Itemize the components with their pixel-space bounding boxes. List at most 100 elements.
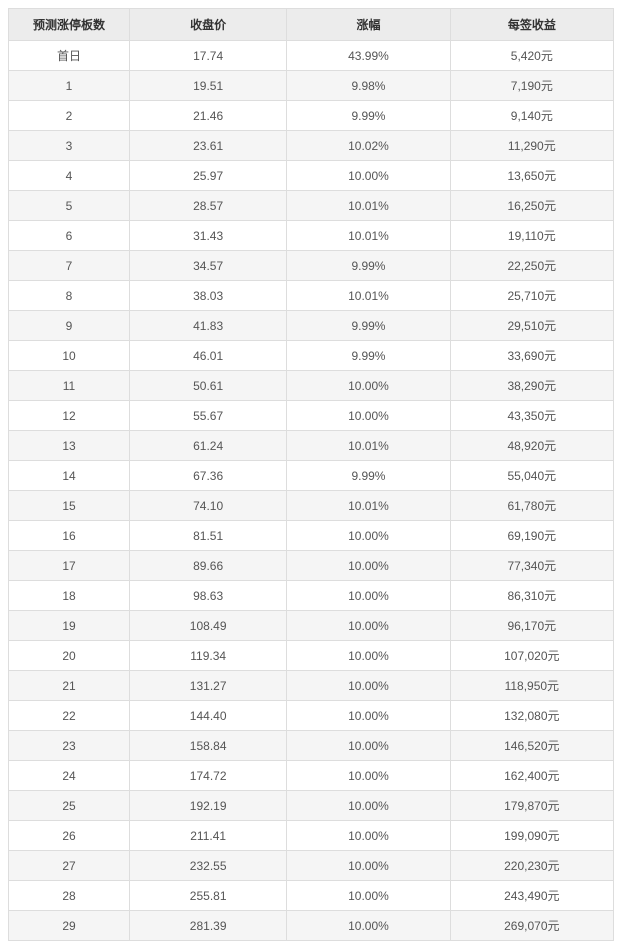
table-cell: 9.99% (287, 461, 450, 491)
table-cell: 6 (9, 221, 130, 251)
table-cell: 55.67 (130, 401, 287, 431)
table-cell: 17.74 (130, 41, 287, 71)
table-cell: 232.55 (130, 851, 287, 881)
table-row: 1681.5110.00%69,190元 (9, 521, 614, 551)
table-cell: 211.41 (130, 821, 287, 851)
table-row: 19108.4910.00%96,170元 (9, 611, 614, 641)
table-cell: 89.66 (130, 551, 287, 581)
table-cell: 21.46 (130, 101, 287, 131)
table-cell: 98.63 (130, 581, 287, 611)
table-row: 22144.4010.00%132,080元 (9, 701, 614, 731)
table-cell: 20 (9, 641, 130, 671)
table-cell: 10.00% (287, 371, 450, 401)
table-cell: 13 (9, 431, 130, 461)
table-cell: 269,070元 (450, 911, 613, 941)
table-cell: 61,780元 (450, 491, 613, 521)
table-cell: 16 (9, 521, 130, 551)
table-cell: 9 (9, 311, 130, 341)
table-cell: 1 (9, 71, 130, 101)
table-cell: 158.84 (130, 731, 287, 761)
table-row: 119.519.98%7,190元 (9, 71, 614, 101)
table-cell: 33,690元 (450, 341, 613, 371)
table-cell: 144.40 (130, 701, 287, 731)
table-cell: 220,230元 (450, 851, 613, 881)
table-cell: 48,920元 (450, 431, 613, 461)
table-row: 1255.6710.00%43,350元 (9, 401, 614, 431)
table-row: 1046.019.99%33,690元 (9, 341, 614, 371)
table-row: 734.579.99%22,250元 (9, 251, 614, 281)
table-cell: 10.00% (287, 641, 450, 671)
table-cell: 10.00% (287, 551, 450, 581)
table-row: 1574.1010.01%61,780元 (9, 491, 614, 521)
table-cell: 9,140元 (450, 101, 613, 131)
table-cell: 10.00% (287, 881, 450, 911)
table-cell: 131.27 (130, 671, 287, 701)
table-cell: 22 (9, 701, 130, 731)
table-cell: 77,340元 (450, 551, 613, 581)
table-cell: 9.99% (287, 251, 450, 281)
table-row: 21131.2710.00%118,950元 (9, 671, 614, 701)
table-row: 323.6110.02%11,290元 (9, 131, 614, 161)
table-cell: 96,170元 (450, 611, 613, 641)
table-cell: 11,290元 (450, 131, 613, 161)
table-cell: 67.36 (130, 461, 287, 491)
table-row: 631.4310.01%19,110元 (9, 221, 614, 251)
table-cell: 10 (9, 341, 130, 371)
table-cell: 25.97 (130, 161, 287, 191)
table-cell: 25 (9, 791, 130, 821)
table-cell: 19,110元 (450, 221, 613, 251)
table-cell: 24 (9, 761, 130, 791)
table-row: 27232.5510.00%220,230元 (9, 851, 614, 881)
table-row: 221.469.99%9,140元 (9, 101, 614, 131)
table-cell: 31.43 (130, 221, 287, 251)
table-cell: 179,870元 (450, 791, 613, 821)
table-cell: 10.00% (287, 521, 450, 551)
table-row: 25192.1910.00%179,870元 (9, 791, 614, 821)
table-cell: 28.57 (130, 191, 287, 221)
table-cell: 10.00% (287, 611, 450, 641)
table-cell: 69,190元 (450, 521, 613, 551)
table-cell: 81.51 (130, 521, 287, 551)
table-cell: 29 (9, 911, 130, 941)
table-row: 1150.6110.00%38,290元 (9, 371, 614, 401)
table-cell: 74.10 (130, 491, 287, 521)
table-row: 528.5710.01%16,250元 (9, 191, 614, 221)
table-cell: 281.39 (130, 911, 287, 941)
table-cell: 38.03 (130, 281, 287, 311)
table-row: 1789.6610.00%77,340元 (9, 551, 614, 581)
table-cell: 61.24 (130, 431, 287, 461)
col-header-boards: 预测涨停板数 (9, 9, 130, 41)
table-cell: 108.49 (130, 611, 287, 641)
table-cell: 23 (9, 731, 130, 761)
table-row: 838.0310.01%25,710元 (9, 281, 614, 311)
table-row: 425.9710.00%13,650元 (9, 161, 614, 191)
table-cell: 19.51 (130, 71, 287, 101)
table-cell: 132,080元 (450, 701, 613, 731)
table-cell: 9.99% (287, 341, 450, 371)
table-cell: 16,250元 (450, 191, 613, 221)
table-cell: 4 (9, 161, 130, 191)
table-cell: 17 (9, 551, 130, 581)
col-header-close-price: 收盘价 (130, 9, 287, 41)
table-cell: 13,650元 (450, 161, 613, 191)
table-cell: 9.98% (287, 71, 450, 101)
table-cell: 10.00% (287, 821, 450, 851)
table-cell: 14 (9, 461, 130, 491)
table-cell: 255.81 (130, 881, 287, 911)
table-cell: 10.00% (287, 401, 450, 431)
table-cell: 11 (9, 371, 130, 401)
table-cell: 10.00% (287, 161, 450, 191)
table-cell: 23.61 (130, 131, 287, 161)
table-cell: 5 (9, 191, 130, 221)
col-header-profit: 每签收益 (450, 9, 613, 41)
table-cell: 55,040元 (450, 461, 613, 491)
table-row: 20119.3410.00%107,020元 (9, 641, 614, 671)
table-cell: 43.99% (287, 41, 450, 71)
table-row: 26211.4110.00%199,090元 (9, 821, 614, 851)
table-cell: 5,420元 (450, 41, 613, 71)
table-cell: 146,520元 (450, 731, 613, 761)
table-cell: 2 (9, 101, 130, 131)
table-cell: 243,490元 (450, 881, 613, 911)
table-cell: 41.83 (130, 311, 287, 341)
table-cell: 10.00% (287, 671, 450, 701)
